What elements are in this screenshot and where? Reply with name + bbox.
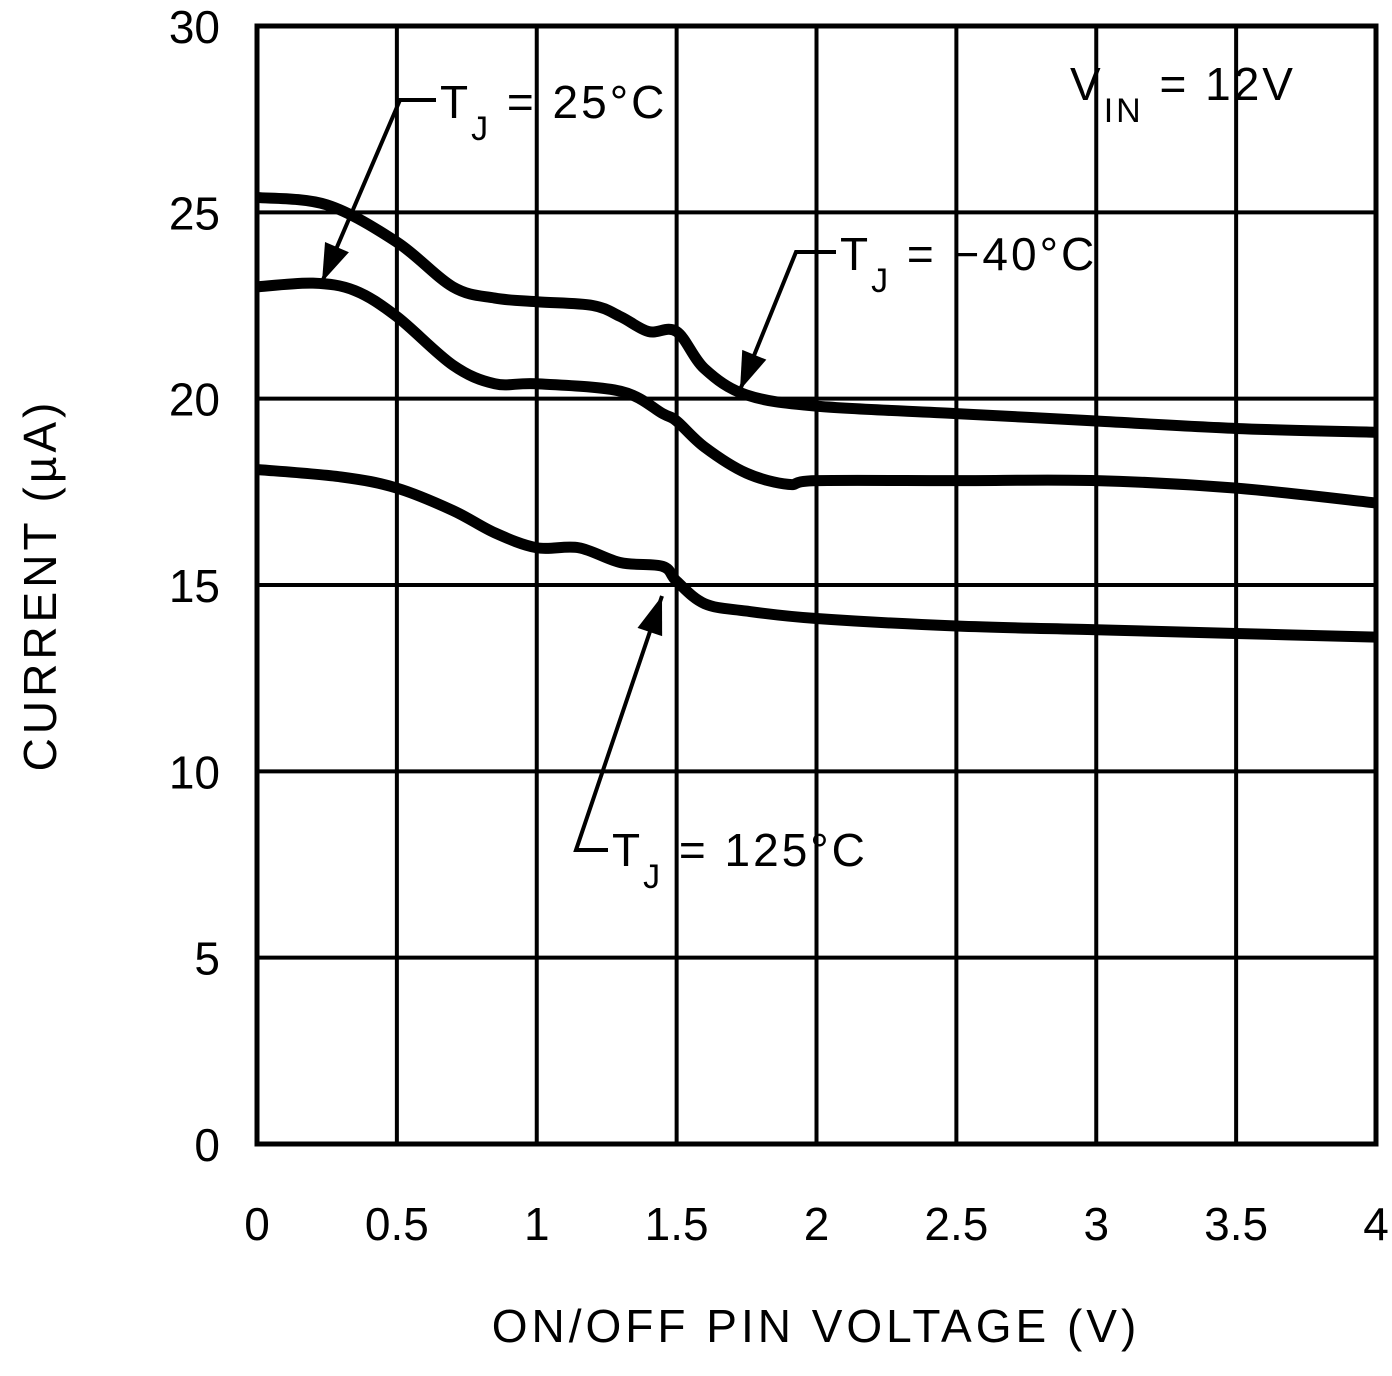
arrow-tj-25 xyxy=(320,98,436,283)
x-tick-label: 3.5 xyxy=(1204,1198,1268,1250)
vin-value: = 12V xyxy=(1144,58,1296,110)
x-tick-label: 2.5 xyxy=(924,1198,988,1250)
y-tick-labels: 0 5 10 15 20 25 30 xyxy=(169,1,220,1171)
t-main: T xyxy=(840,228,871,280)
x-tick-label: 4 xyxy=(1363,1198,1389,1250)
ann-m40-value: = −40°C xyxy=(891,228,1097,280)
y-tick-label: 0 xyxy=(194,1119,220,1171)
arrowhead-icon xyxy=(740,349,767,390)
arrow-tj-minus-40 xyxy=(738,250,836,391)
x-tick-label: 0.5 xyxy=(365,1198,429,1250)
x-tick-label: 3 xyxy=(1083,1198,1109,1250)
t-main: T xyxy=(612,824,643,876)
x-tick-label: 0 xyxy=(244,1198,270,1250)
x-tick-label: 1.5 xyxy=(645,1198,709,1250)
x-tick-label: 1 xyxy=(524,1198,550,1250)
arrowhead-icon xyxy=(322,241,349,282)
y-axis-label: CURRENT (µA) xyxy=(14,399,66,772)
data-curves xyxy=(256,191,1377,643)
annotation-tj-25: TJ = 25°C xyxy=(440,76,667,148)
x-axis-label: ON/OFF PIN VOLTAGE (V) xyxy=(492,1300,1141,1352)
ann-25-value: = 25°C xyxy=(491,76,667,128)
plot-border xyxy=(254,23,1379,1147)
annotation-arrows xyxy=(320,98,836,852)
vin-sub: IN xyxy=(1104,92,1144,130)
grid-lines xyxy=(255,24,1378,1146)
curve-tj-40-c xyxy=(256,191,1377,438)
y-tick-label: 30 xyxy=(169,1,220,53)
t-main: T xyxy=(440,76,471,128)
t-sub: J xyxy=(871,262,891,300)
x-tick-label: 2 xyxy=(804,1198,830,1250)
t-sub: J xyxy=(471,110,491,148)
curve-tj-25-c xyxy=(256,277,1377,509)
y-tick-label: 25 xyxy=(169,187,220,239)
ann-125-value: = 125°C xyxy=(663,824,868,876)
y-tick-label: 20 xyxy=(169,374,220,426)
y-tick-label: 15 xyxy=(169,560,220,612)
annotation-tj-minus-40: TJ = −40°C xyxy=(840,228,1097,300)
t-sub: J xyxy=(643,858,663,896)
arrowhead-icon xyxy=(637,596,663,637)
vin-main: V xyxy=(1070,58,1104,110)
annotation-tj-125: TJ = 125°C xyxy=(612,824,868,896)
y-tick-label: 10 xyxy=(169,746,220,798)
plot-frame xyxy=(254,23,1379,1147)
vin-condition-label: VIN = 12V xyxy=(1070,58,1296,130)
curve-tj-125-c xyxy=(256,463,1377,643)
arrow-tj-125 xyxy=(573,595,664,852)
y-tick-label: 5 xyxy=(194,933,220,985)
x-tick-labels: 0 0.5 1 1.5 2 2.5 3 3.5 4 xyxy=(244,1198,1389,1250)
